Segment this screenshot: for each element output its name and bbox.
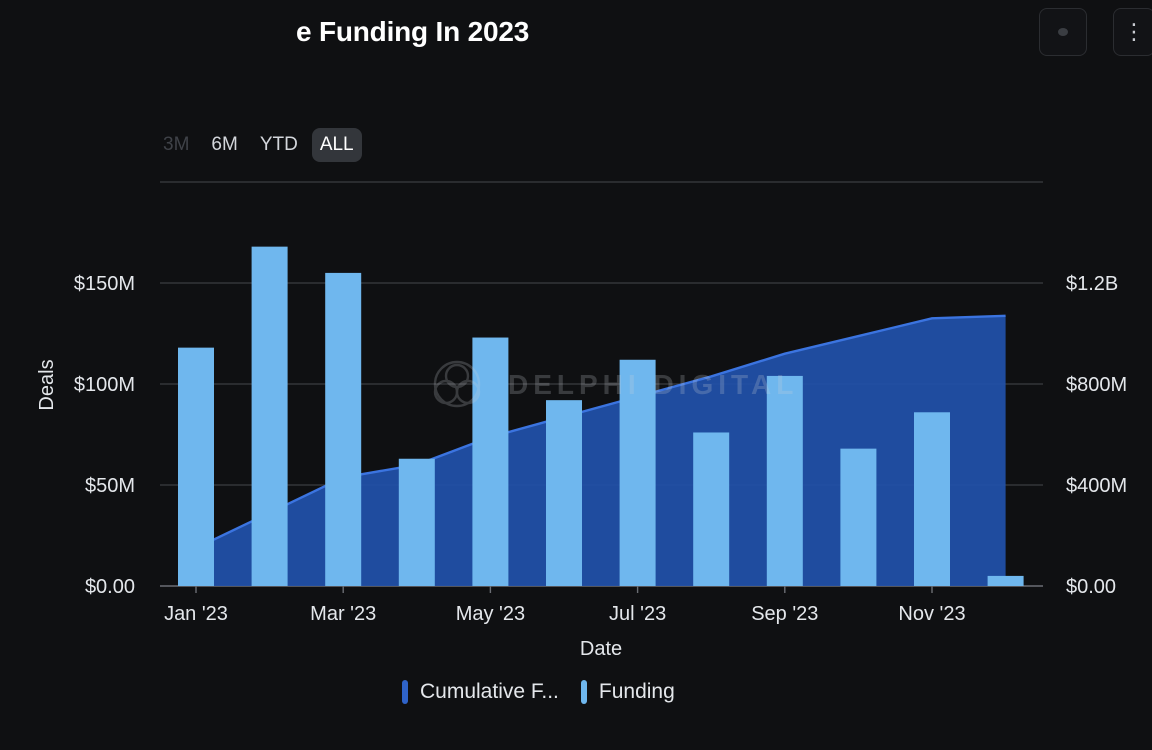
funding-bar[interactable] — [398, 458, 435, 586]
camera-button[interactable] — [1039, 8, 1087, 56]
x-tick-label: Jan '23 — [164, 603, 228, 625]
watermark: DELPHI DIGITAL — [433, 360, 798, 408]
x-tick-label: Sep '23 — [751, 603, 818, 625]
x-tick-label: Jul '23 — [609, 603, 666, 625]
chart-title: e Funding In 2023 — [296, 16, 530, 47]
dot-icon — [1058, 28, 1068, 36]
range-tab-3m[interactable]: 3M — [163, 134, 190, 155]
legend-label-cumulative: Cumulative F... — [420, 680, 559, 703]
funding-bar[interactable] — [766, 375, 803, 586]
right-tick-label: $800M — [1066, 374, 1127, 396]
funding-bar[interactable] — [178, 347, 214, 586]
legend-swatch-funding — [580, 680, 587, 704]
x-tick-label: Mar '23 — [310, 603, 376, 625]
left-tick-label: $0.00 — [85, 576, 135, 598]
funding-bar[interactable] — [693, 432, 730, 586]
funding-bar[interactable] — [472, 337, 509, 586]
funding-bar[interactable] — [251, 246, 288, 586]
x-axis: Jan '23 Mar '23 May '23 Jul '23 Sep '23 Nov '… — [164, 586, 966, 625]
legend-item-cumulative[interactable]: Cumulative F... — [402, 680, 559, 704]
x-tick-label: May '23 — [456, 603, 525, 625]
cumulative-area — [195, 314, 1006, 586]
x-tick-label: Nov '23 — [898, 603, 965, 625]
more-options-button[interactable]: ⋮ — [1113, 8, 1152, 56]
left-tick-label: $50M — [85, 475, 135, 497]
range-selector: 3M 6M YTD ALL — [155, 128, 368, 162]
left-axis: $0.00 $50M $100M $150M — [74, 273, 135, 598]
right-tick-label: $1.2B — [1066, 273, 1118, 295]
funding-bars — [178, 246, 1024, 586]
watermark-text: DELPHI DIGITAL — [508, 369, 798, 400]
left-tick-label: $150M — [74, 273, 135, 295]
right-tick-label: $0.00 — [1066, 576, 1116, 598]
kebab-menu-icon: ⋮ — [1123, 19, 1145, 44]
funding-bar[interactable] — [840, 448, 877, 586]
range-tab-6m[interactable]: 6M — [211, 134, 238, 155]
range-tab-all[interactable]: ALL — [311, 128, 362, 162]
legend-item-funding[interactable]: Funding — [580, 680, 675, 704]
cumulative-area-fill — [196, 315, 1006, 586]
funding-bar[interactable] — [325, 272, 362, 586]
funding-bar[interactable] — [619, 359, 656, 586]
legend-label-funding: Funding — [598, 680, 675, 703]
funding-bar[interactable] — [987, 575, 1024, 586]
legend: Cumulative F... Funding — [402, 680, 675, 704]
y-axis-label: Deals — [36, 359, 58, 410]
right-tick-label: $400M — [1066, 475, 1127, 497]
delphi-logo-icon — [433, 360, 481, 408]
left-tick-label: $100M — [74, 374, 135, 396]
funding-bar[interactable] — [914, 412, 950, 586]
funding-bar[interactable] — [546, 400, 582, 586]
x-axis-label: Date — [580, 638, 622, 660]
legend-swatch-cumulative — [402, 680, 408, 704]
right-axis: $0.00 $400M $800M $1.2B — [1066, 273, 1127, 598]
range-tab-ytd[interactable]: YTD — [259, 134, 298, 155]
